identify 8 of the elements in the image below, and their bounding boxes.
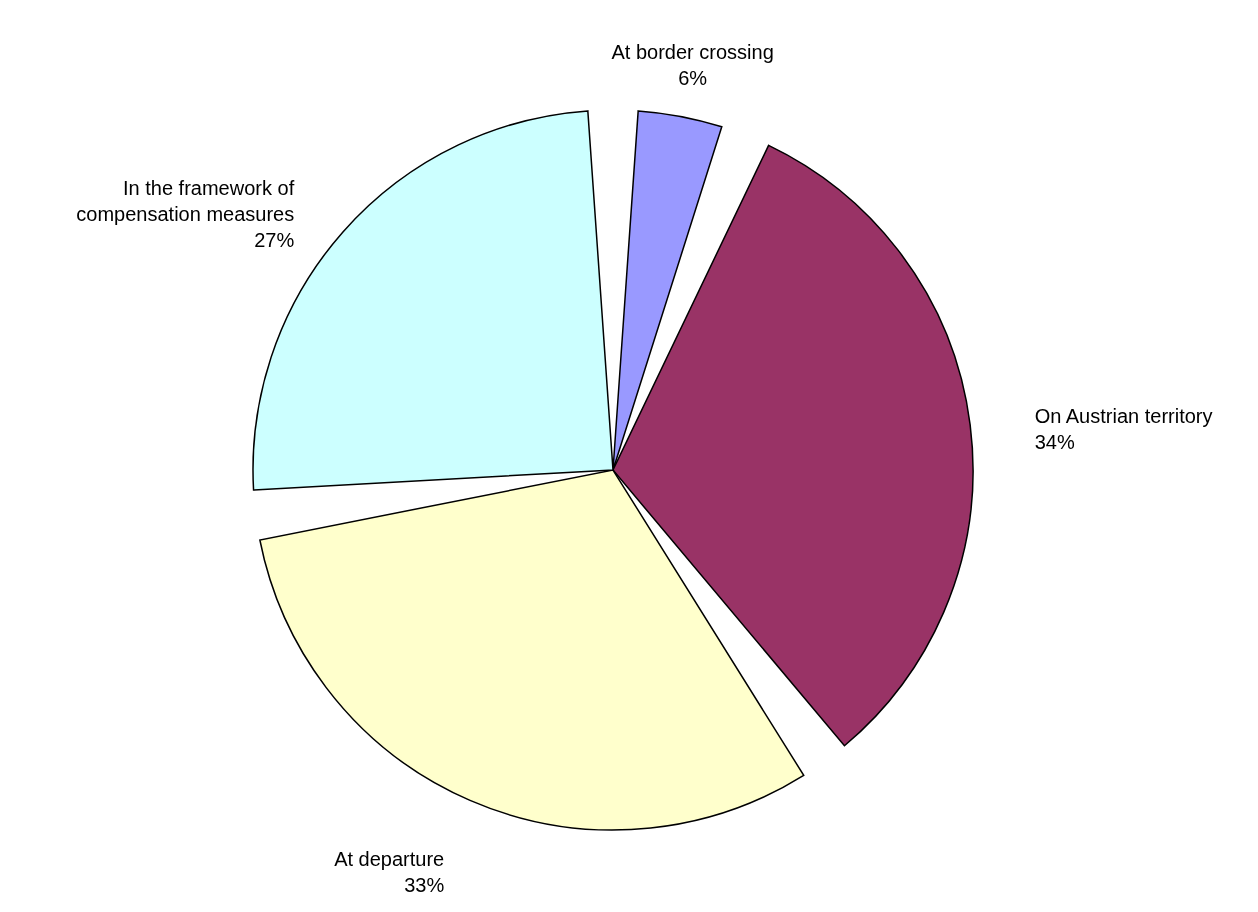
data-label: 34% [1034,430,1075,453]
slice-label: On Austrian territory [1034,404,1213,427]
slice-label: At departure [334,848,445,871]
data-label: 27% [254,228,295,251]
data-label: 33% [404,874,445,897]
slice-label: In the framework of compensation measures [76,176,295,225]
slice-label: At border crossing [611,40,774,63]
data-label: 6% [678,66,708,89]
